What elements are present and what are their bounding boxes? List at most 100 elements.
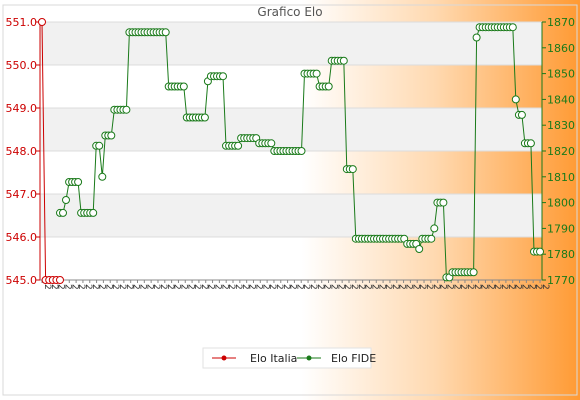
x-tick-label: 2 (349, 284, 359, 290)
left-tick-label: 547.0 (6, 188, 38, 201)
x-tick-label: 2 (90, 284, 100, 290)
x-tick-label: 2 (199, 284, 209, 290)
data-point (312, 69, 321, 78)
x-tick-label: 2 (506, 284, 516, 290)
x-tick-label: 2 (376, 284, 386, 290)
x-tick-label: 2 (451, 284, 461, 290)
data-point (122, 105, 131, 114)
x-tick-label: 2 (151, 284, 161, 290)
series-elo-italia (38, 18, 64, 284)
x-tick-label: 2 (97, 284, 107, 290)
right-tick-label: 1780 (547, 248, 575, 261)
x-tick-label: 2 (438, 284, 448, 290)
x-tick-label: 2 (213, 284, 223, 290)
data-point (526, 139, 535, 148)
x-tick-label: 2 (540, 284, 550, 290)
x-tick-label: 2 (206, 284, 216, 290)
x-tick-label: 2 (499, 284, 509, 290)
x-tick-label: 2 (472, 284, 482, 290)
left-tick-label: 549.0 (6, 102, 38, 115)
right-tick-label: 1810 (547, 171, 575, 184)
grid-band (40, 108, 542, 151)
left-axis-ticks: 545.0 546.0 547.0 548.0 549.0 550.0 551.0 (6, 16, 40, 287)
x-tick-label: 2 (158, 284, 168, 290)
data-point (179, 82, 188, 91)
grid-band (40, 22, 542, 65)
data-point (107, 131, 116, 140)
left-tick-label: 545.0 (6, 274, 38, 287)
x-tick-label: 2 (288, 284, 298, 290)
x-tick-label: 2 (62, 284, 72, 290)
x-tick-label: 2 (533, 284, 543, 290)
data-point (89, 208, 98, 217)
x-axis-ticks: 2222222222222222222222222222222222222222… (41, 280, 550, 290)
x-tick-label: 2 (335, 284, 345, 290)
legend-marker-italia (221, 355, 227, 361)
x-tick-label: 2 (390, 284, 400, 290)
x-tick-label: 2 (294, 284, 304, 290)
left-tick-label: 550.0 (6, 59, 38, 72)
x-tick-label: 2 (458, 284, 468, 290)
x-tick-label: 2 (444, 284, 454, 290)
x-tick-label: 2 (417, 284, 427, 290)
x-tick-label: 2 (42, 284, 52, 290)
x-tick-label: 2 (315, 284, 325, 290)
x-tick-label: 2 (424, 284, 434, 290)
x-tick-label: 2 (110, 284, 120, 290)
legend-box (202, 347, 372, 369)
data-point (234, 141, 243, 150)
data-point (536, 247, 544, 256)
x-tick-label: 2 (465, 284, 475, 290)
x-tick-label: 2 (226, 284, 236, 290)
data-point (324, 82, 333, 91)
data-point (95, 141, 104, 150)
right-tick-label: 1800 (547, 197, 575, 210)
x-tick-label: 2 (308, 284, 318, 290)
x-tick-label: 2 (192, 284, 202, 290)
x-tick-label: 2 (253, 284, 263, 290)
x-tick-label: 2 (397, 284, 407, 290)
x-tick-label: 2 (526, 284, 536, 290)
data-point (297, 147, 306, 155)
x-tick-label: 2 (404, 284, 414, 290)
x-tick-label: 2 (219, 284, 229, 290)
x-tick-label: 2 (178, 284, 188, 290)
right-tick-label: 1770 (547, 274, 575, 287)
x-tick-label: 2 (76, 284, 86, 290)
legend-label-italia: Elo Italia (250, 352, 297, 365)
x-tick-label: 2 (260, 284, 270, 290)
x-tick-label: 2 (513, 284, 523, 290)
x-tick-label: 2 (172, 284, 182, 290)
legend: Elo Italia Elo FIDE (202, 347, 376, 369)
data-point (56, 276, 64, 284)
data-point (427, 234, 436, 243)
x-tick-label: 2 (492, 284, 502, 290)
data-point (62, 196, 70, 204)
series-elo-fide (56, 23, 544, 282)
x-tick-label: 2 (56, 284, 66, 290)
data-point (267, 139, 276, 148)
left-tick-label: 546.0 (6, 231, 38, 244)
data-point (469, 268, 478, 277)
right-axis-ticks: 1770 1780 1790 1800 1810 1820 1830 1840 1850 1860… (542, 16, 575, 287)
x-tick-label: 2 (369, 284, 379, 290)
data-point (348, 165, 357, 174)
data-point (38, 18, 46, 26)
x-tick-label: 2 (83, 284, 93, 290)
right-tick-label: 1840 (547, 93, 575, 106)
x-tick-label: 2 (185, 284, 195, 290)
x-tick-label: 2 (165, 284, 175, 290)
left-tick-label: 548.0 (6, 145, 38, 158)
x-tick-label: 2 (103, 284, 113, 290)
x-tick-label: 2 (383, 284, 393, 290)
x-tick-label: 2 (329, 284, 339, 290)
data-point (98, 172, 107, 181)
data-point (511, 95, 520, 104)
data-point (430, 224, 439, 233)
data-point (74, 178, 83, 186)
x-tick-label: 2 (69, 284, 79, 290)
x-tick-label: 2 (356, 284, 366, 290)
x-tick-label: 2 (410, 284, 420, 290)
